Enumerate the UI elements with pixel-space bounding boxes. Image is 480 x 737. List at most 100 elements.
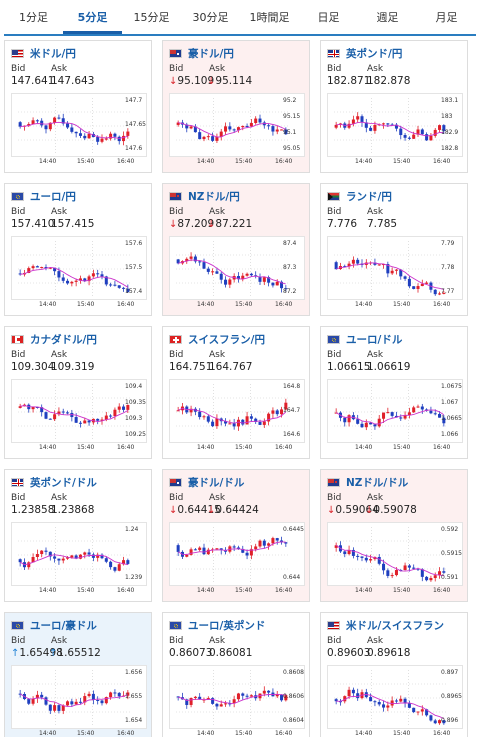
candlestick-chart[interactable] [11, 236, 147, 300]
candle-body [53, 556, 57, 559]
rate-card[interactable]: 米ドル/スイスフラン Bid Ask 0.89603 0.89618 0.897… [320, 612, 468, 737]
currency-pair-name[interactable]: ユーロ/円 [30, 190, 76, 203]
candlestick-chart[interactable] [169, 665, 305, 729]
x-tick-label: 14:40 [39, 730, 57, 737]
candlestick-chart[interactable] [11, 379, 147, 443]
bid-number: 1.06615 [327, 361, 371, 373]
currency-pair-name[interactable]: ユーロ/豪ドル [30, 619, 97, 632]
candle-body [78, 133, 82, 136]
rate-card[interactable]: ユーロ/豪ドル Bid Ask ↑1.65498 ↑1.65512 1.656 1… [4, 612, 152, 737]
candle-body [241, 548, 245, 553]
x-tick-label: 15:40 [235, 301, 253, 308]
candle-body [224, 279, 228, 285]
rate-card[interactable]: 豪ドル/円 Bid Ask ↓95.109 ↓95.114 95.2 95.15 9… [162, 40, 310, 173]
tab-1[interactable]: 5分足 [63, 4, 122, 34]
candle-body [44, 125, 48, 130]
candle-body [78, 701, 82, 703]
y-tick-label: 1.066 [441, 431, 459, 438]
rate-card[interactable]: 英ポンド/ドル Bid Ask 1.23858 1.23868 1.24 1.23… [4, 469, 152, 602]
candlestick-chart[interactable] [327, 522, 463, 586]
candle-body [211, 271, 215, 273]
candlestick-chart[interactable] [169, 379, 305, 443]
candle-body [399, 128, 403, 136]
candle-body [219, 131, 223, 137]
candlestick-chart[interactable] [11, 665, 147, 729]
candle-body [113, 284, 117, 286]
candlestick-chart[interactable] [11, 522, 147, 586]
candle-body [369, 559, 373, 561]
candlestick-chart[interactable] [327, 665, 463, 729]
tab-6[interactable]: 週足 [358, 4, 417, 34]
tab-7[interactable]: 月足 [417, 4, 476, 34]
bid-value: 164.751 [169, 361, 212, 373]
candlestick-chart[interactable] [169, 93, 305, 157]
candle-body [27, 124, 31, 126]
rate-card[interactable]: 米ドル/円 Bid Ask 147.641 147.643 147.7 147.6… [4, 40, 152, 173]
moving-average-line [178, 259, 286, 285]
ask-label: Ask [367, 636, 384, 646]
candle-body [100, 554, 104, 559]
candle-body [412, 407, 416, 413]
rate-card[interactable]: カナダドル/円 Bid Ask 109.304 109.319 109.4 109… [4, 326, 152, 459]
candle-body [18, 559, 22, 563]
currency-pair-name[interactable]: 米ドル/スイスフラン [346, 619, 445, 632]
candlestick-chart[interactable] [327, 379, 463, 443]
x-tick-label: 15:40 [393, 158, 411, 165]
candle-body [347, 549, 351, 555]
rate-card[interactable]: 英ポンド/円 Bid Ask 182.871 182.878 183.1 183 1… [320, 40, 468, 173]
candle-body [442, 571, 446, 573]
currency-pair-name[interactable]: カナダドル/円 [30, 333, 97, 346]
tab-0[interactable]: 1分足 [4, 4, 63, 34]
candle-body [57, 411, 61, 415]
rate-card[interactable]: 豪ドル/ドル Bid Ask ↓0.64415 ↓0.64424 0.6445 0… [162, 469, 310, 602]
currency-pair-name[interactable]: 豪ドル/ドル [188, 476, 245, 489]
tab-3[interactable]: 30分足 [181, 4, 240, 34]
currency-pair-name[interactable]: ユーロ/ドル [346, 333, 403, 346]
candle-body [280, 281, 284, 289]
rate-card[interactable]: ユーロ/円 Bid Ask 157.410 157.415 157.6 157.5… [4, 183, 152, 316]
candlestick-chart[interactable] [327, 93, 463, 157]
candle-body [438, 571, 442, 576]
candle-body [70, 555, 74, 558]
candle-body [122, 406, 126, 410]
rate-card[interactable]: NZドル/ドル Bid Ask ↓0.59064 ↓0.59078 0.592 0… [320, 469, 468, 602]
candle-body [351, 259, 355, 264]
candle-body [224, 703, 228, 705]
rate-card[interactable]: スイスフラン/円 Bid Ask 164.751 164.767 164.8 16… [162, 326, 310, 459]
rate-card[interactable]: ユーロ/ドル Bid Ask 1.06615 1.06619 1.0675 1.0… [320, 326, 468, 459]
currency-pair-name[interactable]: ユーロ/英ポンド [188, 619, 266, 632]
x-tick-label: 14:40 [197, 158, 215, 165]
candlestick-chart[interactable] [327, 236, 463, 300]
currency-pair-name[interactable]: 豪ドル/円 [188, 47, 234, 60]
flag-icon [169, 620, 182, 630]
currency-pair-name[interactable]: NZドル/ドル [346, 476, 409, 489]
chart-svg [334, 527, 446, 583]
currency-pair-name[interactable]: 英ポンド/円 [346, 47, 403, 60]
ask-label: Ask [209, 64, 226, 74]
currency-pair-name[interactable]: 英ポンド/ドル [30, 476, 97, 489]
currency-pair-name[interactable]: スイスフラン/円 [188, 333, 266, 346]
tab-5[interactable]: 日足 [299, 4, 358, 34]
currency-pair-name[interactable]: 米ドル/円 [30, 47, 76, 60]
candle-body [219, 704, 223, 707]
candlestick-chart[interactable] [169, 522, 305, 586]
candle-body [87, 552, 91, 555]
candlestick-chart[interactable] [169, 236, 305, 300]
rate-card[interactable]: NZドル/円 Bid Ask ↓87.209 ↓87.221 87.4 87.3 8… [162, 183, 310, 316]
flag-icon [169, 334, 182, 344]
tab-2[interactable]: 15分足 [122, 4, 181, 34]
candle-body [74, 555, 78, 559]
candle-body [429, 135, 433, 141]
rate-card[interactable]: ランド/円 Bid Ask 7.776 7.785 7.79 7.78 7.77 14… [320, 183, 468, 316]
candle-body [390, 124, 394, 126]
ask-number: 157.415 [51, 218, 95, 230]
candle-body [215, 136, 219, 141]
rate-card[interactable]: ユーロ/英ポンド Bid Ask 0.86073 0.86081 0.8608 0… [162, 612, 310, 737]
currency-pair-name[interactable]: ランド/円 [346, 190, 392, 203]
candle-body [31, 266, 35, 269]
candlestick-chart[interactable] [11, 93, 147, 157]
currency-pair-name[interactable]: NZドル/円 [188, 190, 240, 203]
tab-4[interactable]: 1時間足 [240, 4, 299, 34]
rate-card-header: 英ポンド/円 [327, 46, 402, 60]
candle-body [193, 549, 197, 551]
